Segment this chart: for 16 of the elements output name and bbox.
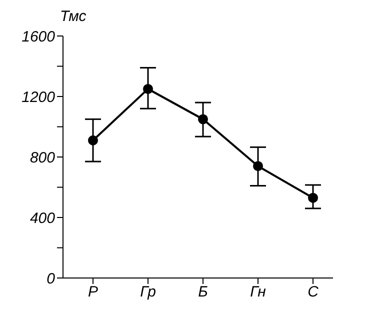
x-tick-label: Б xyxy=(198,284,208,301)
y-tick-label: 0 xyxy=(46,270,56,288)
y-tick-label: 800 xyxy=(30,149,56,166)
point xyxy=(88,135,98,146)
x-tick-label: С xyxy=(308,284,319,301)
point xyxy=(308,192,318,203)
point xyxy=(198,114,208,124)
y-tick-label: 1600 xyxy=(22,28,56,46)
y-axis-title: Тмс xyxy=(59,8,88,27)
x-tick-label: Гн xyxy=(250,284,266,301)
point xyxy=(143,84,153,94)
point xyxy=(253,161,263,172)
x-tick-label: Гр xyxy=(140,284,156,301)
x-tick-label: Р xyxy=(88,284,98,301)
y-tick-label: 400 xyxy=(30,210,56,227)
y-tick-label: 1200 xyxy=(22,88,56,106)
